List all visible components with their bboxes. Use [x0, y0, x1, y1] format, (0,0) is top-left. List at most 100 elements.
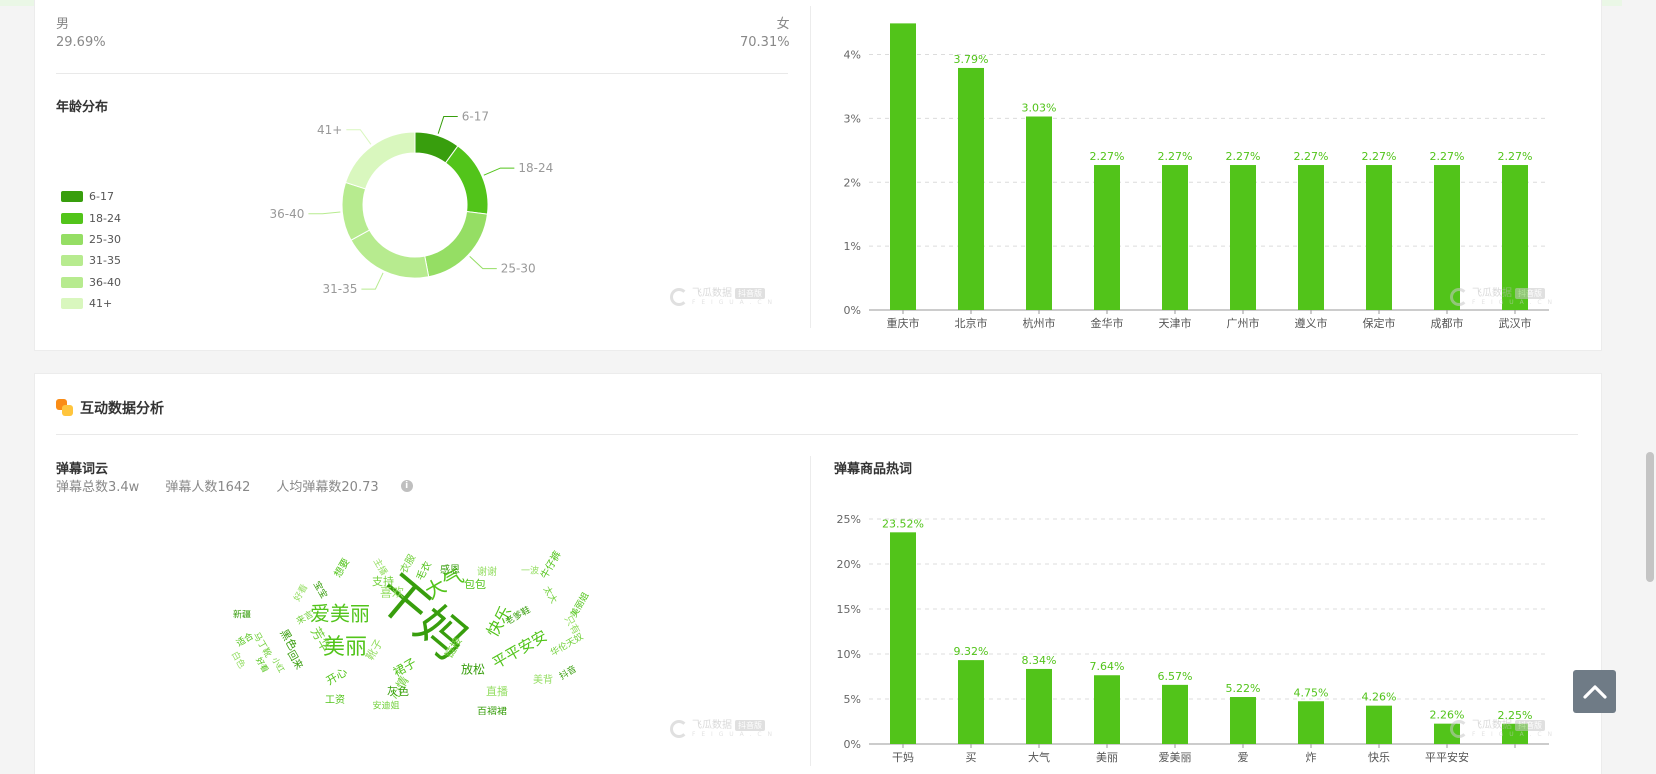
x-tick-label: 成都市	[1431, 316, 1464, 330]
x-tick-label: 杭州市	[1023, 316, 1056, 330]
watermark-logo-icon	[1450, 288, 1468, 306]
age-legend-item[interactable]: 6-17	[61, 186, 121, 207]
watermark-cloud: 飞瓜数据 抖音版 F E I G U A . C N	[670, 720, 774, 738]
cloud-word: 好看	[254, 655, 271, 674]
cloud-word: 美丽	[323, 635, 367, 660]
cloud-word: 安迪姐	[372, 700, 399, 712]
gender-male-label: 男	[56, 17, 70, 32]
x-tick-label: 遵义市	[1295, 316, 1328, 330]
age-legend-item[interactable]: 41+	[61, 293, 121, 314]
bar-金华市	[1094, 165, 1120, 310]
age-legend-item[interactable]: 25-30	[61, 229, 121, 250]
age-slice-18-24	[444, 145, 489, 215]
bar-value-label: 2.27%	[1362, 150, 1397, 163]
cloud-word: 一波	[521, 565, 539, 577]
y-tick-label: 1%	[844, 240, 861, 253]
x-tick-label: 大气	[1028, 750, 1050, 764]
bar-value-label: 3.79%	[954, 53, 989, 66]
gender-male: 男 29.69%	[56, 16, 106, 52]
bar-value-label: 2.26%	[1430, 709, 1465, 722]
bar-value-label: 7.64%	[1090, 660, 1125, 673]
bar-value-label: 2.27%	[1090, 150, 1125, 163]
x-tick-label: 金华市	[1091, 316, 1124, 330]
age-legend: 6-17 18-24 25-30 31-35 36-40 41+	[61, 186, 121, 314]
bar-value-label: 6.57%	[1158, 670, 1193, 683]
bar-value-label: 2.27%	[1158, 150, 1193, 163]
y-tick-label: 25%	[837, 513, 861, 526]
bar-遵义市	[1298, 165, 1324, 310]
danmu-per-person: 人均弹幕数20.73	[276, 480, 379, 495]
age-section-title: 年龄分布	[56, 100, 109, 115]
cloud-word: 美背	[533, 673, 553, 686]
legend-label: 18-24	[89, 211, 121, 225]
age-legend-item[interactable]: 31-35	[61, 250, 121, 271]
cloud-word: 衣服	[397, 552, 418, 576]
cloud-word: 小红	[270, 655, 287, 674]
age-donut-chart: 6-17 18-24 25-30 31-35 36-40 41+	[270, 110, 554, 296]
card2-vertical-divider	[810, 456, 811, 766]
bar-value-label: 2.25%	[1498, 709, 1533, 722]
bar-value-label: 2.27%	[1294, 150, 1329, 163]
cloud-word: 好看	[291, 582, 310, 604]
cloud-word: 想要	[331, 556, 352, 580]
watermark-sub: F E I G U A . C N	[692, 299, 774, 306]
watermark-text: 飞瓜数据	[1472, 288, 1512, 299]
x-tick-label: 爱美丽	[1159, 751, 1192, 764]
bar-value-label: 8.34%	[1022, 654, 1057, 667]
age-leader-line	[361, 272, 384, 290]
bar-武汉市	[1502, 165, 1528, 310]
age-slice-label: 41+	[317, 123, 342, 137]
x-tick-label: 广州市	[1227, 316, 1260, 330]
danmu-cloud-title: 弹幕词云	[56, 462, 109, 477]
x-tick-label: 重庆市	[887, 316, 920, 330]
y-tick-label: 0%	[844, 304, 861, 317]
card1-vertical-divider	[810, 6, 811, 328]
cloud-word: 回来	[285, 648, 305, 671]
cloud-word: 开心	[324, 665, 350, 687]
legend-label: 25-30	[89, 232, 121, 246]
bar-大气	[1026, 668, 1052, 744]
cloud-word: 百褶裙	[477, 705, 507, 715]
interaction-title: 互动数据分析	[80, 401, 164, 417]
age-slice-label: 31-35	[323, 282, 358, 296]
back-to-top-button[interactable]	[1573, 670, 1616, 713]
y-tick-label: 2%	[844, 176, 861, 189]
bar-value-label: 4.26%	[1362, 691, 1397, 704]
city-bar-chart: 0% 1% 2% 3% 4% 重庆市 3.79% 北京市 3.03% 杭州市 2.27% 金华市 2.2…	[844, 23, 1549, 330]
watermark-sub: F E I G U A . C N	[692, 731, 774, 738]
bar-value-label: 2.27%	[1430, 150, 1465, 163]
cloud-word: 工资	[325, 694, 345, 706]
age-legend-item[interactable]: 36-40	[61, 272, 121, 293]
hot-words-bar-chart: 0% 5% 10% 15% 20% 25% 23.52% 干妈 9.32% 买 8.34% 大气 7.6…	[837, 513, 1549, 764]
x-tick-label: 天津市	[1159, 316, 1192, 330]
y-tick-label: 20%	[837, 558, 861, 571]
page-scrollbar[interactable]	[1646, 452, 1654, 582]
x-tick-label: 武汉市	[1499, 316, 1532, 330]
age-leader-line	[469, 255, 497, 270]
watermark-tag: 抖音版	[1515, 720, 1545, 731]
cloud-word: 裙子	[391, 656, 419, 680]
legend-swatch	[61, 298, 83, 310]
y-tick-label: 4%	[844, 49, 861, 62]
gender-female-label: 女	[776, 17, 790, 32]
chevron-up-icon	[1582, 684, 1607, 699]
cloud-word: 适合	[234, 630, 256, 649]
cloud-word: 宝宝	[311, 579, 330, 601]
cloud-word: 感恩	[440, 563, 460, 576]
gender-male-value: 29.69%	[56, 35, 106, 50]
info-icon[interactable]: i	[400, 479, 413, 492]
age-leader-line	[308, 211, 341, 215]
legend-swatch	[61, 212, 83, 224]
y-tick-label: 0%	[844, 738, 861, 751]
cloud-word: 华伦天奴	[548, 630, 585, 658]
bar-value-label: 4.75%	[1294, 686, 1329, 699]
cloud-word: 直播	[486, 684, 508, 698]
watermark-age: 飞瓜数据 抖音版 F E I G U A . C N	[670, 288, 774, 306]
x-tick-label: 保定市	[1363, 316, 1396, 330]
bar-干妈	[890, 532, 916, 744]
bar-value-label: 2.27%	[1498, 150, 1533, 163]
age-slice-31-35	[350, 229, 430, 279]
x-tick-label: 平平安安	[1425, 750, 1469, 764]
x-tick-label: 炸	[1306, 751, 1317, 764]
age-legend-item[interactable]: 18-24	[61, 207, 121, 228]
